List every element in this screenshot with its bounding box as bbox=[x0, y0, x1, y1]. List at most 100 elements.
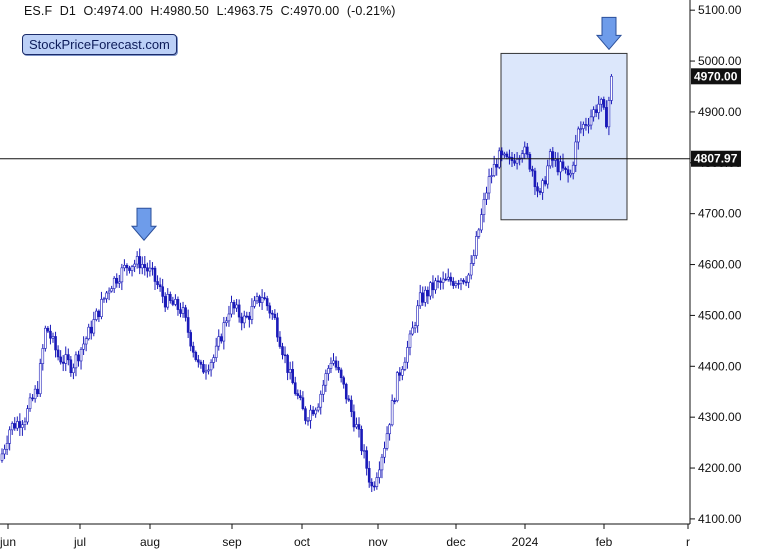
candle-body bbox=[163, 296, 167, 308]
y-tick-label: 4100.00 bbox=[698, 512, 742, 526]
candle-body bbox=[431, 282, 435, 291]
candle-body bbox=[380, 456, 384, 471]
candle-body bbox=[194, 351, 198, 361]
candle-body bbox=[329, 362, 333, 369]
level-price-label-bg bbox=[691, 150, 741, 167]
candle-body bbox=[454, 283, 458, 286]
candle-body bbox=[82, 343, 85, 350]
candle-body bbox=[503, 153, 506, 156]
candle-body bbox=[260, 297, 264, 303]
candle-body bbox=[375, 477, 379, 487]
x-tick-label: feb bbox=[596, 535, 613, 549]
candle-body bbox=[421, 292, 425, 303]
candle-body bbox=[365, 450, 368, 469]
candle-body bbox=[554, 158, 557, 161]
candle-body bbox=[370, 481, 374, 487]
candle-body bbox=[556, 158, 560, 173]
candle-body bbox=[525, 146, 529, 155]
candle-body bbox=[138, 256, 141, 269]
candle-body bbox=[383, 448, 386, 458]
candle-body bbox=[459, 279, 463, 285]
candle-body bbox=[398, 372, 402, 376]
candle-body bbox=[202, 364, 205, 373]
candle-body bbox=[253, 300, 256, 307]
y-tick-label: 4200.00 bbox=[698, 461, 742, 475]
candle-body bbox=[128, 267, 131, 271]
candle-body bbox=[191, 345, 195, 353]
candle-body bbox=[8, 429, 11, 444]
candle-body bbox=[531, 168, 534, 172]
candle-body bbox=[174, 299, 177, 305]
candle-body bbox=[158, 284, 162, 288]
candle-body bbox=[296, 393, 300, 396]
candle-body bbox=[579, 128, 583, 130]
candle-body bbox=[367, 468, 371, 483]
candle-body bbox=[500, 150, 504, 156]
candle-body bbox=[569, 172, 572, 176]
candle-body bbox=[97, 310, 101, 317]
candle-body bbox=[107, 290, 111, 294]
candle-body bbox=[95, 310, 98, 320]
candle-body bbox=[250, 306, 254, 320]
candle-body bbox=[288, 369, 292, 373]
candle-body bbox=[487, 176, 491, 194]
candle-body bbox=[418, 292, 422, 307]
candle-body bbox=[100, 299, 103, 317]
candle-body bbox=[538, 190, 542, 193]
x-tick-label: 2024 bbox=[512, 535, 539, 549]
candle-body bbox=[390, 400, 394, 426]
candle-body bbox=[186, 317, 190, 333]
candle-body bbox=[237, 304, 241, 318]
candle-body bbox=[566, 169, 570, 176]
candle-body bbox=[38, 363, 42, 395]
candle-body bbox=[551, 151, 555, 161]
candle-body bbox=[77, 354, 80, 362]
candle-body bbox=[278, 336, 282, 347]
x-axis-ticks: jun jul aug sep oct nov dec 2024 feb r bbox=[0, 524, 690, 549]
candle-body bbox=[105, 292, 108, 300]
candle-body bbox=[181, 307, 185, 314]
candle-body bbox=[485, 192, 488, 200]
candle-body bbox=[102, 298, 106, 301]
candle-body bbox=[33, 388, 37, 399]
candle-body bbox=[293, 382, 297, 394]
candle-body bbox=[474, 236, 478, 256]
candle-body bbox=[26, 408, 29, 423]
candle-body bbox=[125, 265, 129, 269]
candle-body bbox=[276, 317, 279, 338]
candle-body bbox=[281, 346, 284, 356]
candle-body bbox=[74, 354, 78, 369]
open-value: O:4974.00 bbox=[83, 4, 143, 18]
candle-body bbox=[199, 361, 203, 365]
candle-body bbox=[0, 453, 4, 461]
candle-body bbox=[495, 164, 499, 168]
candle-body bbox=[161, 286, 164, 297]
candle-body bbox=[23, 421, 27, 426]
candle-body bbox=[607, 100, 611, 128]
candle-body bbox=[339, 369, 343, 379]
candle-body bbox=[56, 349, 60, 358]
x-tick-label: aug bbox=[140, 535, 160, 549]
candle-body bbox=[528, 153, 532, 170]
candle-body bbox=[393, 400, 397, 402]
candle-body bbox=[355, 424, 358, 428]
candle-body bbox=[72, 367, 75, 374]
candle-body bbox=[444, 278, 448, 281]
candle-body bbox=[411, 327, 414, 335]
x-tick-label: nov bbox=[368, 535, 387, 549]
candle-body bbox=[334, 360, 338, 368]
candle-body bbox=[395, 372, 399, 401]
candle-body bbox=[457, 283, 460, 285]
candle-body bbox=[184, 307, 187, 318]
candle-body bbox=[242, 315, 246, 324]
candle-body bbox=[564, 167, 567, 170]
candle-body bbox=[515, 159, 519, 164]
candle-body bbox=[110, 288, 113, 292]
candle-body bbox=[324, 373, 328, 386]
candle-body bbox=[449, 276, 453, 282]
candle-body bbox=[36, 388, 40, 395]
candle-body bbox=[176, 299, 180, 310]
current-price-label-bg bbox=[691, 68, 741, 85]
candle-body bbox=[286, 355, 289, 373]
candle-body bbox=[408, 333, 412, 348]
